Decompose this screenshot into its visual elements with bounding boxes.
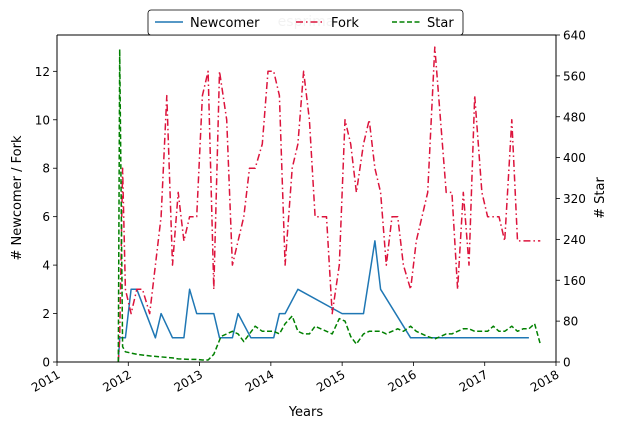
y-tick-label-right: 0 xyxy=(563,356,571,370)
y-tick-label-right: 160 xyxy=(563,274,586,288)
x-tick-label: 2016 xyxy=(385,367,418,394)
x-tick-label: 2014 xyxy=(243,367,276,394)
y-tick-label-left: 12 xyxy=(35,65,50,79)
series-line-newcomer xyxy=(117,240,529,363)
y-tick-label-right: 560 xyxy=(563,69,586,83)
legend-label-fork: Fork xyxy=(331,16,359,31)
legend-box xyxy=(147,9,464,36)
x-tick-label: 2011 xyxy=(29,367,62,394)
x-tick-label: 2018 xyxy=(528,367,561,394)
legend: Newcomer Fork Star xyxy=(147,9,464,36)
y-tick-label-right: 640 xyxy=(563,29,586,43)
series-line-fork xyxy=(117,46,541,363)
plot-area xyxy=(57,35,556,362)
x-tick-label: 2015 xyxy=(314,367,347,394)
series-layer xyxy=(117,46,542,363)
y-axis-label-right: # Star xyxy=(593,177,608,219)
y-tick-label-right: 480 xyxy=(563,110,586,124)
y-axis-label-left: # Newcomer / Fork xyxy=(10,135,25,260)
y-tick-label-right: 400 xyxy=(563,151,586,165)
y-tick-label-left: 4 xyxy=(42,259,50,273)
x-axis-label: Years xyxy=(288,405,324,420)
y-tick-label-left: 10 xyxy=(35,113,50,127)
y-tick-label-left: 8 xyxy=(42,162,50,176)
x-tick-label: 2013 xyxy=(172,367,205,394)
x-tick-label: 2017 xyxy=(457,367,490,394)
legend-label-star: Star xyxy=(427,16,454,31)
y-tick-label-right: 240 xyxy=(563,233,586,247)
y-tick-label-left: 2 xyxy=(42,307,50,321)
y-tick-label-right: 320 xyxy=(563,192,586,206)
series-line-star xyxy=(117,48,542,363)
legend-label-newcomer: Newcomer xyxy=(190,16,260,31)
x-tick-label: 2012 xyxy=(100,367,133,394)
y-tick-label-left: 0 xyxy=(42,356,50,370)
y-tick-label-left: 6 xyxy=(42,210,50,224)
y-tick-label-right: 80 xyxy=(563,315,578,329)
